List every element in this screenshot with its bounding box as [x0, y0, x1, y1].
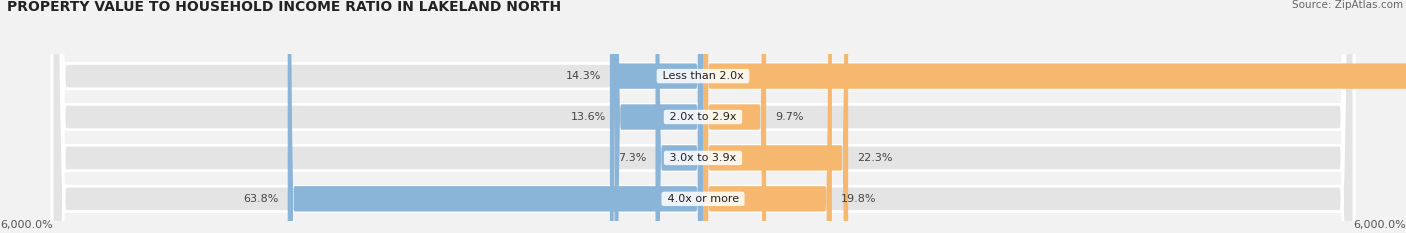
FancyBboxPatch shape	[288, 0, 703, 233]
FancyBboxPatch shape	[703, 0, 832, 233]
Text: 19.8%: 19.8%	[841, 194, 876, 204]
Text: 7.3%: 7.3%	[619, 153, 647, 163]
FancyBboxPatch shape	[52, 0, 1354, 233]
Text: 9.7%: 9.7%	[775, 112, 803, 122]
Text: Less than 2.0x: Less than 2.0x	[659, 71, 747, 81]
Text: 6,000.0%: 6,000.0%	[1353, 220, 1406, 230]
Text: 13.6%: 13.6%	[571, 112, 606, 122]
Text: 22.3%: 22.3%	[856, 153, 893, 163]
FancyBboxPatch shape	[703, 0, 1406, 233]
Text: Source: ZipAtlas.com: Source: ZipAtlas.com	[1292, 0, 1403, 10]
Text: 6,000.0%: 6,000.0%	[0, 220, 53, 230]
FancyBboxPatch shape	[52, 0, 1354, 233]
Text: 2.0x to 2.9x: 2.0x to 2.9x	[666, 112, 740, 122]
FancyBboxPatch shape	[703, 0, 766, 233]
Text: 4.0x or more: 4.0x or more	[664, 194, 742, 204]
Text: 63.8%: 63.8%	[243, 194, 278, 204]
FancyBboxPatch shape	[52, 0, 1354, 233]
FancyBboxPatch shape	[614, 0, 703, 233]
Text: 14.3%: 14.3%	[565, 71, 602, 81]
FancyBboxPatch shape	[610, 0, 703, 233]
FancyBboxPatch shape	[52, 0, 1354, 233]
Text: 3.0x to 3.9x: 3.0x to 3.9x	[666, 153, 740, 163]
FancyBboxPatch shape	[655, 0, 703, 233]
FancyBboxPatch shape	[703, 0, 848, 233]
Text: PROPERTY VALUE TO HOUSEHOLD INCOME RATIO IN LAKELAND NORTH: PROPERTY VALUE TO HOUSEHOLD INCOME RATIO…	[7, 0, 561, 14]
